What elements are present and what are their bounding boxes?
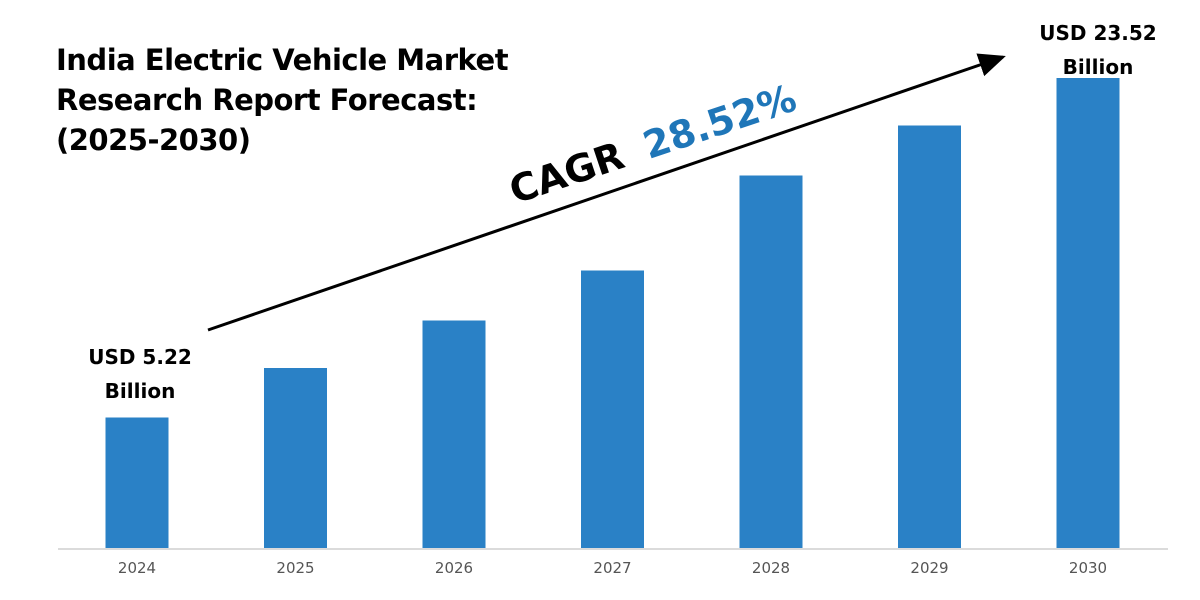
bar-2024	[105, 417, 169, 548]
bars-layer	[105, 78, 1120, 548]
chart-title: India Electric Vehicle Market Research R…	[56, 40, 576, 160]
x-tick-label: 2025	[276, 559, 314, 577]
x-tick-label: 2028	[752, 559, 790, 577]
title-line-2: Research Report Forecast:	[56, 83, 478, 117]
value-labels: USD 5.22 Billion USD 23.52 Billion	[88, 21, 1157, 403]
x-tick-labels: 2024 2025 2026 2027 2028 2029 2030	[118, 559, 1107, 577]
bar-2029	[898, 125, 961, 548]
x-tick-label: 2030	[1069, 559, 1107, 577]
bar-2027	[581, 270, 644, 548]
start_label-line-1: USD 5.22	[88, 345, 192, 369]
bar-2030	[1056, 78, 1120, 548]
bar-2025	[264, 368, 327, 548]
bar-2026	[422, 320, 486, 548]
end_label-line-1: USD 23.52	[1039, 21, 1156, 45]
bar-2028	[739, 175, 803, 548]
end_label-line-2: Billion	[1063, 55, 1134, 79]
title-line-3: (2025-2030)	[56, 123, 251, 157]
trend-arrow	[207, 53, 1006, 332]
start_label-line-2: Billion	[105, 379, 176, 403]
title-line-1: India Electric Vehicle Market	[56, 43, 509, 77]
x-tick-label: 2024	[118, 559, 156, 577]
x-tick-label: 2029	[910, 559, 948, 577]
x-tick-label: 2027	[593, 559, 631, 577]
x-tick-label: 2026	[435, 559, 473, 577]
